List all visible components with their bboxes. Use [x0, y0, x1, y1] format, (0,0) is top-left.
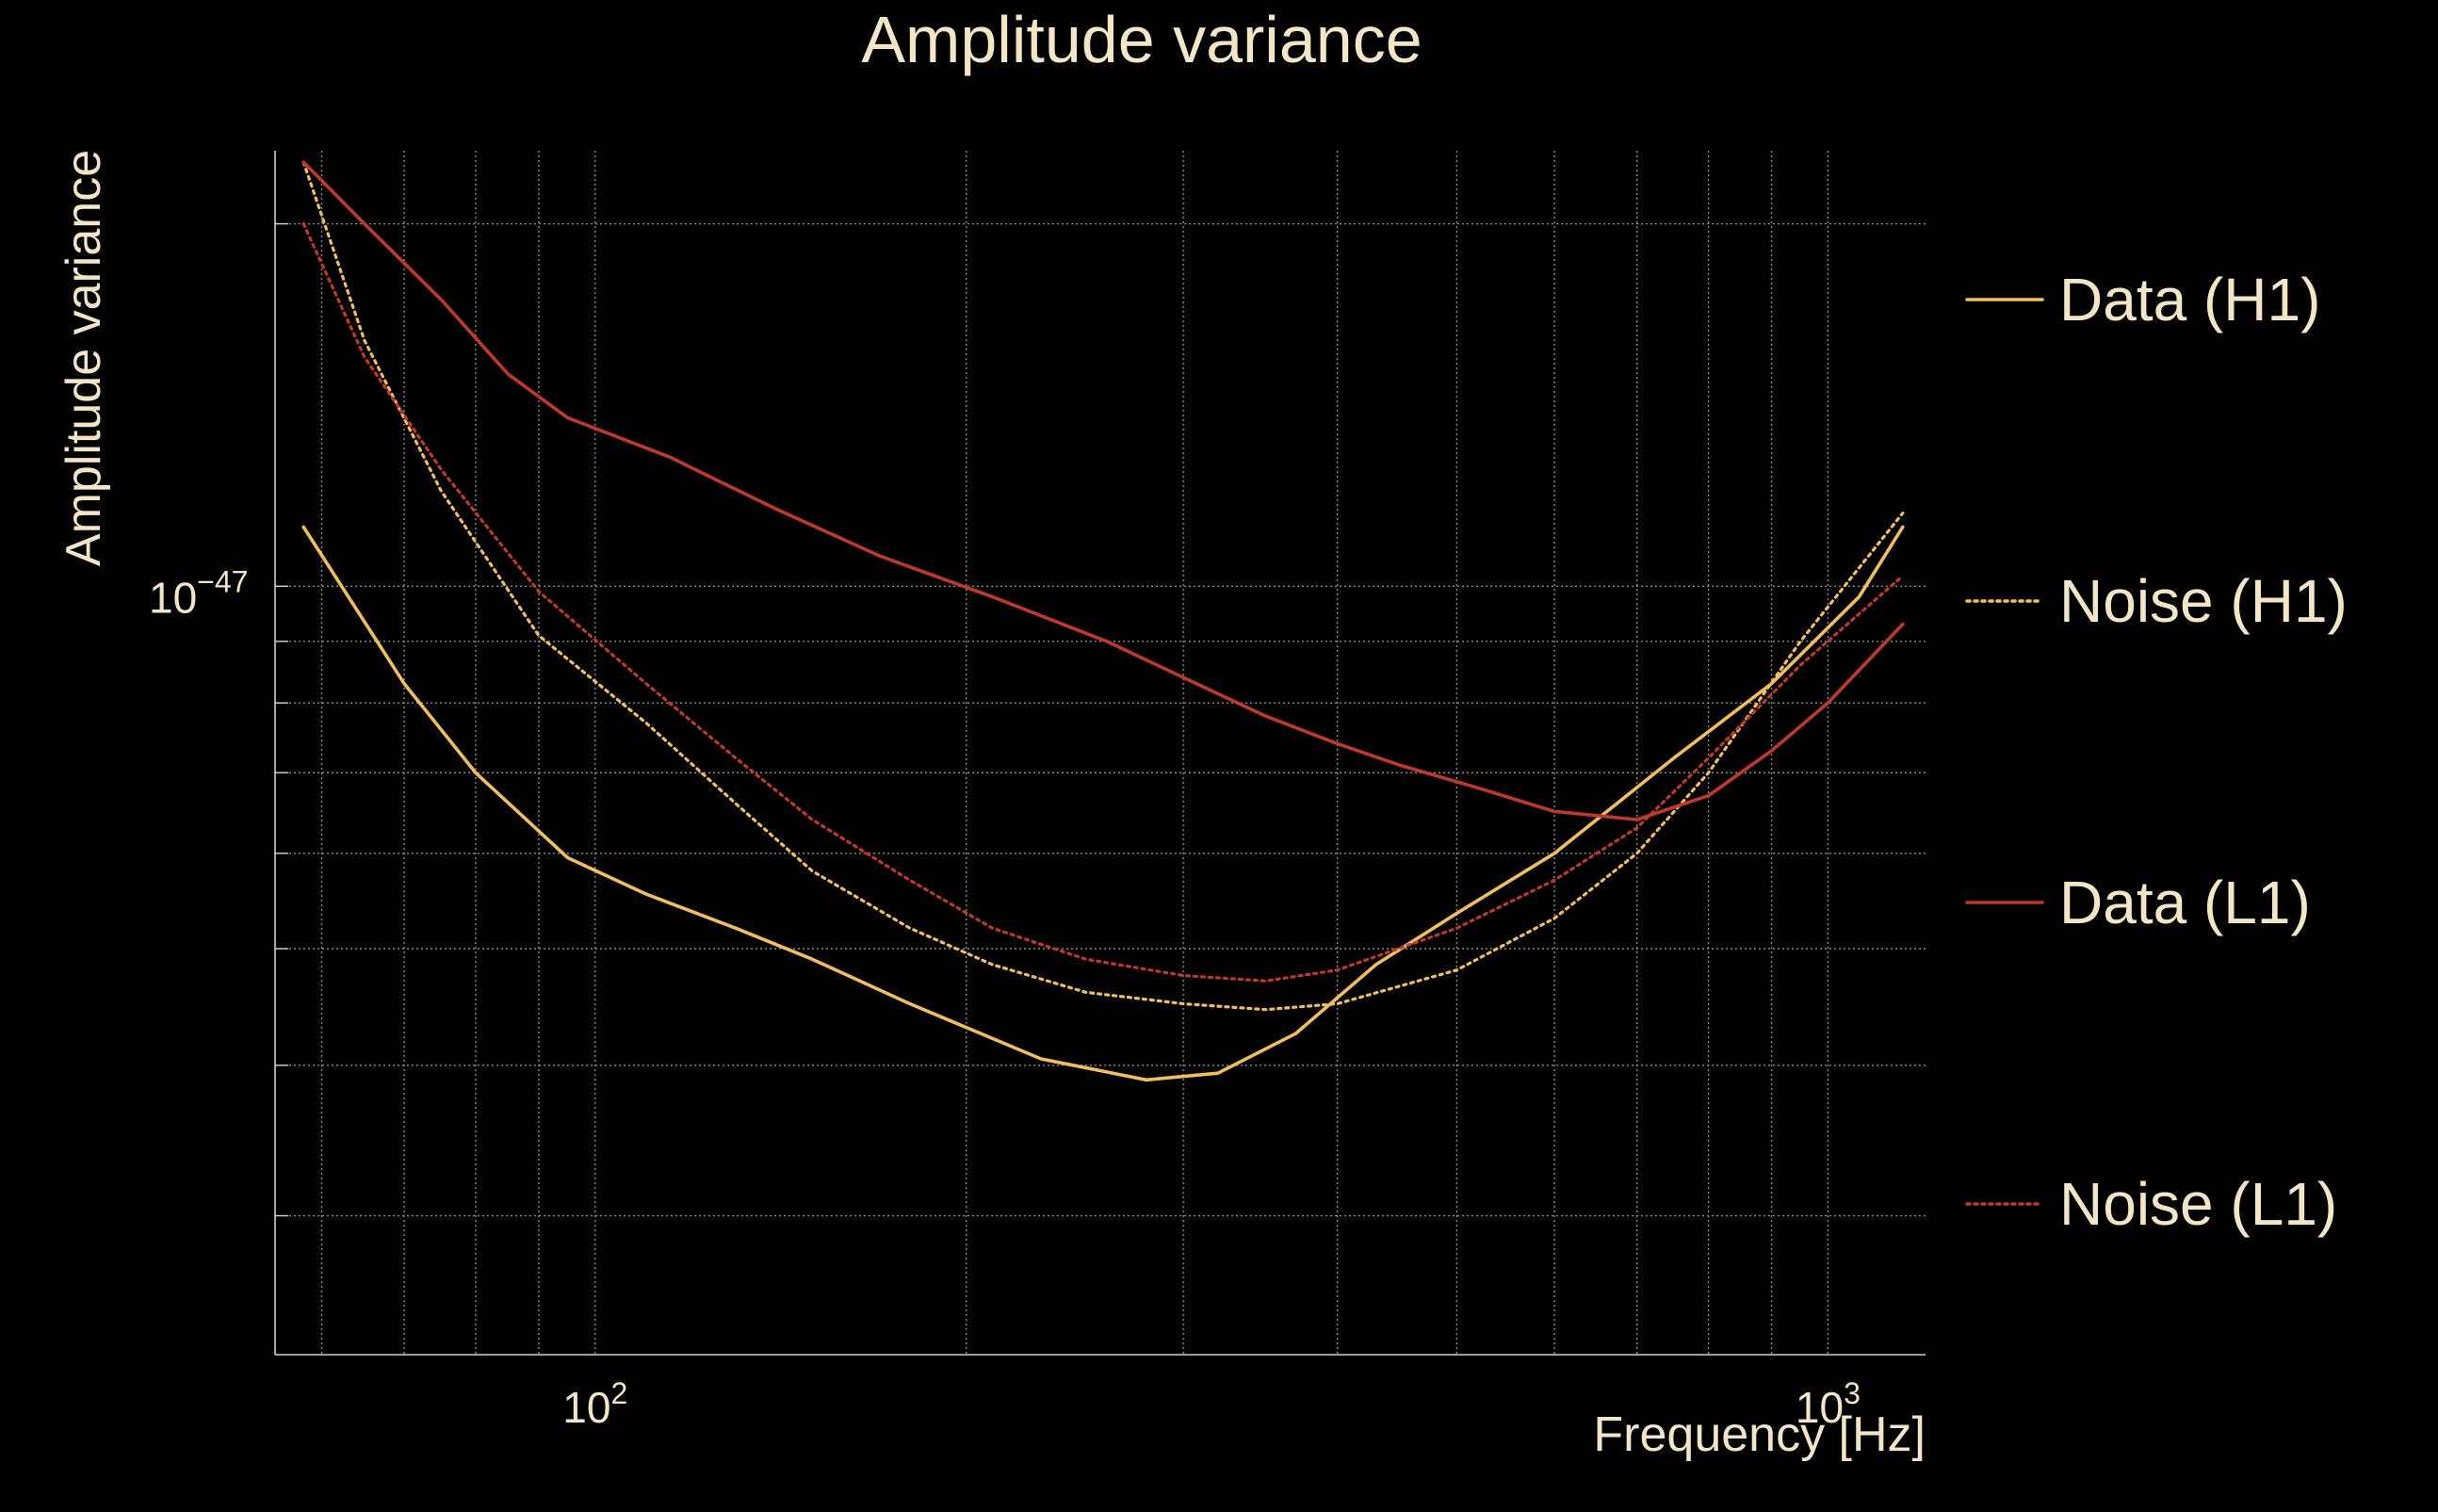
series-line-noise-h1: [301, 160, 1905, 1012]
tick-labels: 102 103 10−47: [149, 564, 1861, 1432]
y-axis-label: Amplitude variance: [57, 150, 111, 566]
series-line-noise-l1: [301, 222, 1905, 983]
legend-label: Noise (L1): [2059, 1170, 2337, 1238]
series-lines: [301, 160, 1905, 1082]
x-tick-label: 103: [1796, 1376, 1861, 1432]
x-axis-label: Frequency [Hz]: [1593, 1407, 1926, 1462]
legend-label: Noise (H1): [2059, 567, 2348, 635]
legend-label: Data (L1): [2059, 869, 2311, 936]
legend-label: Data (H1): [2059, 266, 2320, 333]
x-tick-label: 102: [562, 1376, 627, 1432]
legend: Data (H1) Noise (H1) Data (L1) Noise (L1): [1965, 266, 2348, 1238]
axes: [274, 151, 1926, 1356]
grid-lines: [275, 151, 1926, 1355]
chart-title: Amplitude variance: [861, 3, 1422, 76]
series-line-data-l1: [301, 160, 1905, 821]
y-tick-label: 10−47: [149, 564, 248, 622]
series-line-data-h1: [301, 525, 1905, 1082]
